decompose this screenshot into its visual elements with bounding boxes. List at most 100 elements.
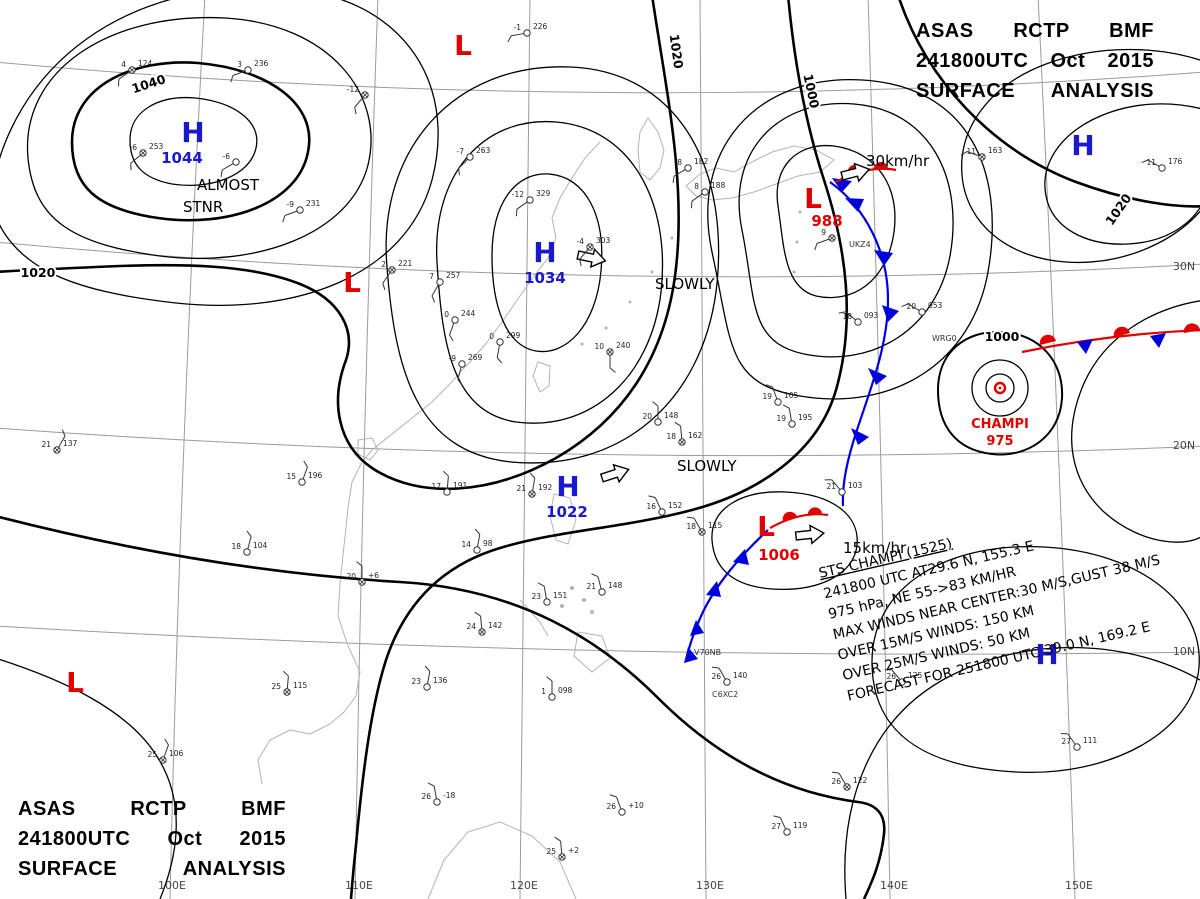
warm-front-semicircle <box>1183 323 1200 333</box>
wind-barb-icon <box>354 97 364 108</box>
station-plot: 9 <box>814 228 836 251</box>
station-pressure: 299 <box>506 331 521 340</box>
high-pressure-center: H <box>1071 129 1094 162</box>
station-circle-icon <box>701 188 709 196</box>
station-temp: 0 <box>489 332 494 341</box>
warm-front-line-1006 <box>769 513 829 529</box>
station-plot: 8 188 <box>690 181 726 209</box>
islands-dots <box>560 210 802 614</box>
station-circle-icon <box>684 164 692 172</box>
station-plot: 0 244 <box>444 309 476 342</box>
movement-arrows <box>576 162 871 545</box>
station-plot: 20 +6 <box>346 561 379 586</box>
low-pressure-center: L <box>343 266 361 299</box>
sky-obscured-icon <box>979 154 985 160</box>
latitude-label: 20N <box>1173 439 1195 452</box>
station-temp: 27 <box>1061 737 1071 746</box>
coast-japan <box>685 145 835 201</box>
station-circle-icon <box>898 678 906 686</box>
wind-barb-icon <box>118 71 130 80</box>
latitude-label: 10N <box>1173 645 1195 658</box>
wind-barb-icon <box>431 284 439 297</box>
station-temp: 16 <box>646 502 656 511</box>
sky-obscured-icon <box>829 235 835 241</box>
station-temp: 21 <box>586 582 596 591</box>
station-plot: 7 257 <box>429 271 461 303</box>
station-temp: 9 <box>821 228 826 237</box>
wind-barb-tick <box>537 582 545 587</box>
high-pressure-center: H <box>533 236 556 269</box>
station-temp: 19 <box>762 392 772 401</box>
sky-obscured-icon <box>140 150 146 156</box>
station-temp: 18 <box>842 312 852 321</box>
wind-barb-icon <box>845 311 856 321</box>
station-temp: -7 <box>457 147 465 156</box>
station-temp: 15 <box>286 472 296 481</box>
wind-barb-icon <box>966 151 980 157</box>
valid-time: 241800UTC Oct 2015 <box>18 828 286 850</box>
station-circle-icon <box>774 398 782 406</box>
station-plot: 1 098 <box>541 676 573 701</box>
station-pressure: 152 <box>668 501 683 510</box>
typhoon-pressure: 975 <box>986 434 1013 449</box>
warm-front-semicircle <box>1113 326 1130 337</box>
station-temp: 11 <box>1146 158 1156 167</box>
station-circle-icon <box>783 828 791 836</box>
station-plot: 26 140 <box>711 666 748 686</box>
wind-barb-tick <box>303 460 308 468</box>
wind-barb-icon <box>616 796 622 810</box>
station-pressure: 125 <box>908 671 923 680</box>
sky-obscured-icon <box>389 267 395 273</box>
station-plot: 27 111 <box>1060 732 1098 751</box>
sky-obscured-icon <box>284 689 290 695</box>
station-pressure: 176 <box>1168 157 1183 166</box>
movement-annotation: SLOWLY <box>655 275 715 293</box>
wind-barb-icon <box>480 616 483 629</box>
high-pressure-center: H <box>1035 638 1058 671</box>
wind-barb-tick <box>782 404 790 409</box>
pressure-value: 1022 <box>546 503 588 521</box>
typhoon-isobar <box>971 359 1029 417</box>
wind-barb-icon <box>511 33 524 37</box>
meridian-100e <box>169 0 206 899</box>
wind-barb-tick <box>773 815 781 818</box>
isobar-1020-west <box>0 0 680 491</box>
station-circle-icon <box>658 508 666 516</box>
meridian-150e <box>1037 0 1076 899</box>
station-circle-icon <box>436 278 444 286</box>
station-plot: 19 105 <box>762 384 799 406</box>
station-plot: 20 148 <box>642 401 679 426</box>
station-circle-icon <box>458 360 466 368</box>
station-plot: 18 162 <box>666 421 703 446</box>
station-plot: -6 253 <box>130 142 164 171</box>
station-plot: 21 103 <box>824 479 863 496</box>
station-pressure: 303 <box>596 236 611 245</box>
station-temp: -12 <box>347 85 359 94</box>
movement-arrow-icon <box>840 162 871 183</box>
station-plot: 10 240 <box>594 341 631 373</box>
station-circle-icon <box>232 158 240 166</box>
station-pressure: 119 <box>793 821 808 830</box>
sky-obscured-icon <box>362 92 368 98</box>
station-pressure: 137 <box>63 439 78 448</box>
isobar-label: 1000 <box>985 329 1020 344</box>
warm-front-semicircles-1006 <box>782 507 822 521</box>
station-circle-icon <box>838 488 846 496</box>
station-circle-icon <box>243 548 251 556</box>
sky-obscured-icon <box>529 491 535 497</box>
station-circle-icon <box>451 316 459 324</box>
station-temp: 19 <box>776 414 786 423</box>
coast-borneo <box>427 821 577 899</box>
isobar-ring <box>436 120 664 424</box>
wind-barb-icon <box>831 479 841 490</box>
isobar-ring <box>738 102 954 358</box>
station-temp: 8 <box>694 182 699 191</box>
sky-obscured-icon <box>607 349 613 355</box>
wind-barb-icon <box>788 408 792 421</box>
wind-barb-tick <box>507 35 512 43</box>
wind-barb-icon <box>427 671 431 684</box>
station-temp: -1 <box>514 23 522 32</box>
cold-front-triangle <box>882 305 899 322</box>
wind-barb-tick <box>609 794 617 798</box>
station-pressure: 196 <box>308 471 323 480</box>
